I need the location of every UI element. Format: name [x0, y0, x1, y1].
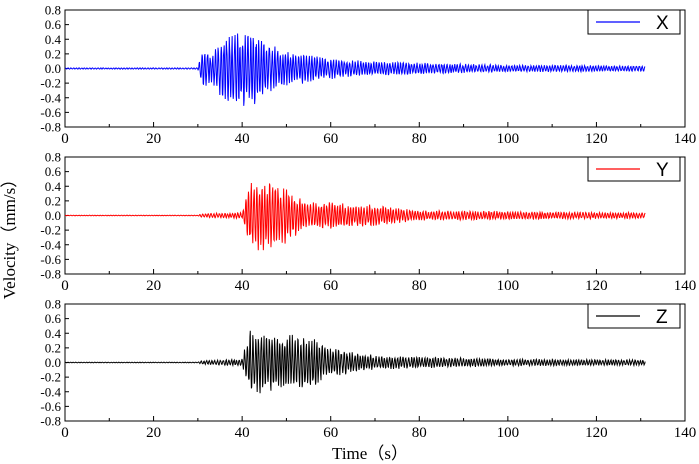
panel-2-ytick-label: 0.8: [45, 150, 61, 165]
panel-2-xtick-label: 100: [497, 278, 520, 294]
panel-3-ytick-label: 0.0: [45, 355, 61, 370]
x-axis-title: Time（s）: [332, 444, 408, 463]
panel-1-ytick-label: -0.8: [40, 120, 61, 135]
panel-1-xtick-label: 140: [674, 131, 697, 147]
panel-2-xtick-label: 140: [674, 278, 697, 294]
panel-1-xtick-label: 0: [61, 131, 69, 147]
panel-3-ytick-label: 0.6: [45, 311, 62, 326]
y-axis-title: Velocity（mm/s）: [0, 171, 19, 299]
panel-1-xtick-label: 40: [235, 131, 250, 147]
panel-2-xtick-label: 20: [146, 278, 161, 294]
panel-1-ytick-label: 0.6: [45, 17, 62, 32]
panel-3-xtick-label: 40: [235, 425, 250, 441]
panel-3-ytick-label: 0.4: [45, 326, 62, 341]
panel-1-xtick-label: 100: [497, 131, 520, 147]
panel-2-xtick-label: 40: [235, 278, 250, 294]
panel-2-ytick-label: -0.8: [40, 267, 61, 282]
panel-1-ytick-label: 0.8: [45, 3, 61, 18]
panel-2-ytick-label: -0.2: [40, 223, 61, 238]
panel-1-ytick-label: -0.6: [40, 105, 61, 120]
panel-2-ytick-label: 0.4: [45, 179, 62, 194]
panel-1-xtick-label: 20: [146, 131, 161, 147]
panel-3-xtick-label: 60: [323, 425, 338, 441]
panel-3-ytick-label: 0.2: [45, 340, 61, 355]
panel-3-ytick-label: 0.8: [45, 297, 61, 312]
panel-3-xtick-label: 140: [674, 425, 697, 441]
panel-2-ytick-label: -0.6: [40, 252, 61, 267]
panel-2-xtick-label: 0: [61, 278, 69, 294]
panel-2-series-y: [64, 183, 646, 251]
panel-1-ytick-label: 0.2: [45, 46, 61, 61]
panel-2-ytick-label: 0.6: [45, 164, 62, 179]
panel-3-xtick-label: 100: [497, 425, 520, 441]
panel-3-xtick-label: 0: [61, 425, 69, 441]
panel-3-xtick-label: 80: [412, 425, 427, 441]
panel-2-xtick-label: 80: [412, 278, 427, 294]
panel-1-xtick-label: 60: [323, 131, 338, 147]
panel-2-ytick-label: 0.2: [45, 193, 61, 208]
panel-3-ytick-label: -0.4: [40, 384, 61, 399]
panel-2-xtick-label: 120: [585, 278, 608, 294]
panel-3-legend-label: Z: [656, 307, 668, 328]
panel-2-legend-label: Y: [656, 160, 669, 181]
panel-2-xtick-label: 60: [323, 278, 338, 294]
panel-2-ytick-label: 0.0: [45, 208, 61, 223]
panel-1-xtick-label: 120: [585, 131, 608, 147]
panel-1-ytick-label: 0.4: [45, 32, 62, 47]
panel-1-ytick-label: 0.0: [45, 61, 61, 76]
panel-1-ytick-label: -0.2: [40, 76, 61, 91]
panel-3-ytick-label: -0.2: [40, 370, 61, 385]
panel-1-ytick-label: -0.4: [40, 90, 61, 105]
panel-3-xtick-label: 20: [146, 425, 161, 441]
panel-2-ytick-label: -0.4: [40, 237, 61, 252]
panel-3-series-z: [64, 330, 646, 394]
panel-3-xtick-label: 120: [585, 425, 608, 441]
panel-1-series-x: [64, 33, 646, 106]
panel-1-legend-label: X: [656, 13, 669, 34]
panel-3-ytick-label: -0.6: [40, 399, 61, 414]
panel-3-ytick-label: -0.8: [40, 414, 61, 429]
panel-1-xtick-label: 80: [412, 131, 427, 147]
